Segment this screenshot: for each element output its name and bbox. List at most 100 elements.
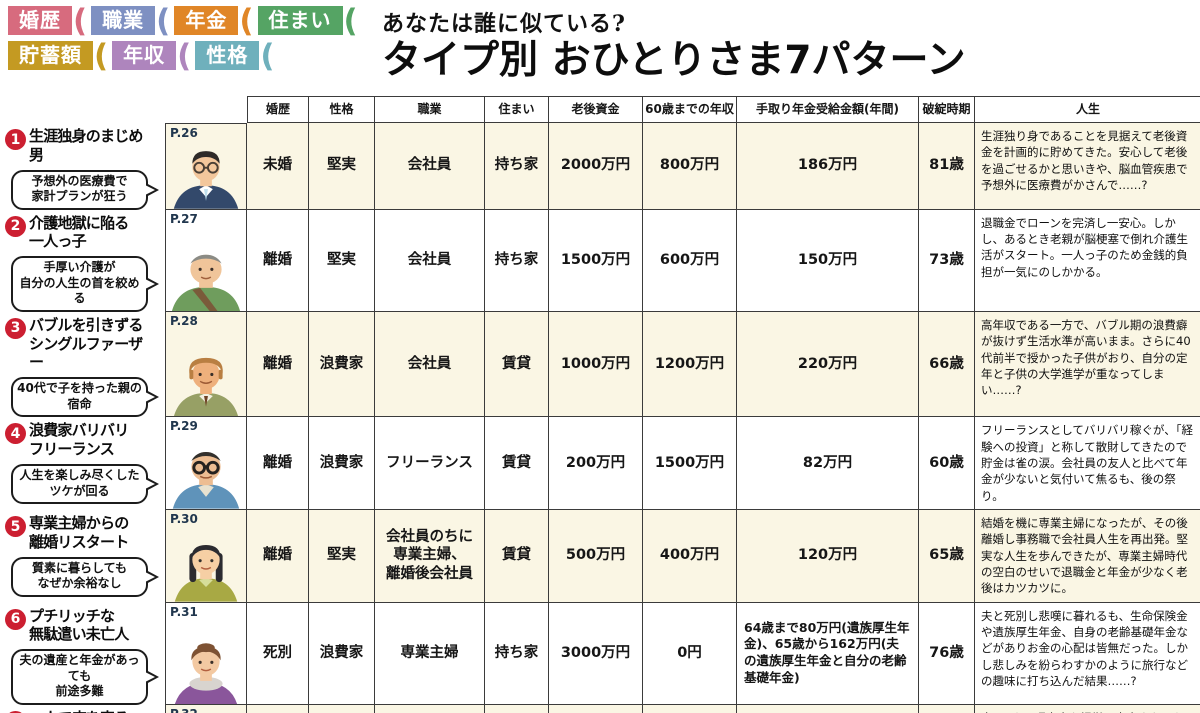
cell-housing: 持ち家 (485, 602, 549, 705)
cell-marriage: 離婚 (247, 311, 309, 418)
page-title: タイプ別 おひとりさま7パターン (382, 38, 966, 83)
pattern-name: 浪費家バリバリ フリーランス (29, 421, 129, 459)
cell-pension: 64歳まで80万円(遺族厚生年金)、65歳から162万円(夫の遺族厚生年金と自分… (737, 602, 919, 705)
cell-collapse: 81歳 (919, 704, 975, 713)
pattern-number-badge: 5 (5, 516, 26, 538)
cell-pension: 82万円 (737, 417, 919, 511)
header-spacer (5, 96, 247, 123)
title-block: あなたは誰に似ている? タイプ別 おひとりさま7パターン (376, 6, 966, 83)
cell-income: 1200万円 (643, 311, 737, 418)
tag-income: 年収( (112, 37, 192, 74)
cell-personality: 堅実 (309, 209, 375, 312)
cell-funds: 1000万円 (549, 311, 643, 418)
cell-life: 結婚を機に専業主婦になったが、その後離婚し事務職で会社員人生を再出発。堅実な人生… (975, 510, 1200, 603)
pattern-number-badge: 4 (5, 423, 26, 445)
cell-pension: 186万円 (737, 123, 919, 210)
cell-life: フリーランスとしてバリバリ稼ぐが、「経験への投資」と称して散財してきたので貯金は… (975, 417, 1200, 511)
pattern-row-3: 3 バブルを引きずる シングルファーザー 40代で子を持った親の宿命 P.28 (5, 311, 1200, 418)
cell-marriage: 未婚 (247, 123, 309, 210)
speech-bubble: 40代で子を持った親の宿命 (11, 377, 159, 418)
cell-housing: 持ち家 (485, 123, 549, 210)
pattern-row-2: 2 介護地獄に陥る 一人っ子 手厚い介護が 自分の人生の首を絞める P.27 (5, 209, 1200, 312)
page-ref: P.32 (170, 707, 198, 713)
pattern-number-badge: 3 (5, 317, 26, 339)
cell-income: 400万円 (643, 704, 737, 713)
cell-marriage: 離婚 (247, 510, 309, 603)
column-header-personality: 性格 (309, 96, 375, 123)
cell-funds: 1000万円 (549, 704, 643, 713)
cell-marriage: 死別 (247, 602, 309, 705)
illustration-cell: P.26 (165, 123, 247, 210)
page-ref: P.26 (170, 126, 198, 140)
speech-bubble: 質素に暮らしても なぜか余裕なし (11, 556, 159, 597)
column-header-funds: 老後資金 (549, 96, 643, 123)
cell-job: 専業主婦 (375, 602, 485, 705)
illustration-cell: P.28 (165, 311, 247, 418)
cell-housing: 持ち家 (485, 209, 549, 312)
page-header: 婚歴( 職業( 年金( 住まい( 貯蓄額( 年収( 性格( あなたは誰に似ている… (0, 0, 1200, 96)
pattern-name: 専業主婦からの 離婚リスタート (29, 514, 129, 551)
column-header-marriage: 婚歴 (247, 96, 309, 123)
row-label: 6 プチリッチな 無駄遣い未亡人 夫の遺産と年金があっても 前途多難 (5, 603, 165, 705)
cell-job: 自営業 (375, 704, 485, 713)
ribbon-tail-icon: ( (177, 37, 192, 74)
table-header-row: 婚歴 性格 職業 住まい 老後資金 60歳までの年収 手取り年金受給金額(年間)… (5, 96, 1200, 123)
speech-bubble: 手厚い介護が 自分の人生の首を絞める (11, 256, 159, 312)
cell-collapse: 60歳 (919, 417, 975, 511)
page-ref: P.28 (170, 313, 198, 328)
illustration-cell: P.27 (165, 209, 247, 312)
cell-funds: 200万円 (549, 417, 643, 511)
tag-label: 職業 (91, 6, 156, 35)
tag-label: 年収 (112, 41, 177, 70)
character-avatar-freelancer-icon (172, 452, 240, 510)
cell-collapse: 65歳 (919, 510, 975, 603)
illustration-cell: P.29 (165, 417, 247, 511)
row-label: 4 浪費家バリバリ フリーランス 人生を楽しみ尽くした ツケが回る (5, 417, 165, 510)
cell-income: 800万円 (643, 123, 737, 210)
column-header-pension: 手取り年金受給金額(年間) (737, 96, 919, 123)
pattern-name: 介護地獄に陥る 一人っ子 (29, 213, 129, 251)
column-header-job: 職業 (375, 96, 485, 123)
pattern-number-badge: 7 (5, 710, 26, 713)
tag-job: 職業( (91, 5, 170, 36)
column-header-life: 人生 (975, 96, 1200, 123)
page-ref: P.29 (170, 419, 198, 434)
cell-job: 会社員 (375, 209, 485, 312)
row-label: 3 バブルを引きずる シングルファーザー 40代で子を持った親の宿命 (5, 312, 165, 418)
column-header-collapse: 破綻時期 (919, 96, 975, 123)
pattern-name: 生涯独身のまじめ男 (29, 127, 143, 164)
cell-life: 退職金でローンを完済し一安心。しかし、あるとき老親が脳梗塞で倒れ介護生活がスター… (975, 209, 1200, 312)
cell-personality: 堅実 (309, 123, 375, 210)
cell-pension: 150万円 (737, 209, 919, 312)
cell-personality: 浪費家 (309, 417, 375, 511)
cell-funds: 2000万円 (549, 123, 643, 210)
cell-housing: 賃貸 (485, 311, 549, 418)
column-header-housing: 住まい (485, 96, 549, 123)
page-subtitle: あなたは誰に似ている? (382, 11, 626, 37)
page-ref: P.30 (170, 512, 198, 527)
tag-label: 婚歴 (8, 6, 72, 35)
cell-marriage: 死別 (247, 704, 309, 713)
pattern-name: 一人で店を守る たくましい寡婦 (29, 709, 129, 713)
pattern-row-4: 4 浪費家バリバリ フリーランス 人生を楽しみ尽くした ツケが回る P.29 (5, 417, 1200, 511)
pattern-name: バブルを引きずる シングルファーザー (29, 315, 143, 372)
tag-housing: 住まい( (257, 5, 358, 36)
page-ref: P.27 (170, 211, 198, 226)
pattern-number-badge: 2 (5, 215, 26, 237)
cell-personality: 堅実 (309, 510, 375, 603)
cell-life: 高年収である一方で、バブル期の浪費癖が抜けず生活水準が高いまま。さらに40代前半… (975, 311, 1200, 418)
pattern-name: プチリッチな 無駄遣い未亡人 (29, 606, 129, 644)
illustration-cell: P.31 (165, 602, 247, 705)
tag-pension: 年金( (174, 5, 254, 36)
cell-funds: 3000万円 (549, 602, 643, 705)
illustration-cell: P.30 (165, 510, 247, 603)
character-avatar-only-child-icon (171, 254, 241, 311)
cell-job: 会社員 (375, 311, 485, 418)
pattern-row-6: 6 プチリッチな 無駄遣い未亡人 夫の遺産と年金があっても 前途多難 P.31 (5, 602, 1200, 705)
cell-income: 1500万円 (643, 417, 737, 511)
illustration-cell: P.32 (165, 704, 247, 713)
cell-housing: 賃貸 (485, 704, 549, 713)
cell-life: 夫と2人で理容室を経営。夫亡きあとも一人で気丈に事業を続けているが、自営業ゆえに… (975, 704, 1200, 713)
row-label: 7一人で店を守る たくましい寡婦 同じ未亡人でも 自営業の妻は厳しい (5, 705, 165, 713)
row-label: 2 介護地獄に陥る 一人っ子 手厚い介護が 自分の人生の首を絞める (5, 210, 165, 312)
